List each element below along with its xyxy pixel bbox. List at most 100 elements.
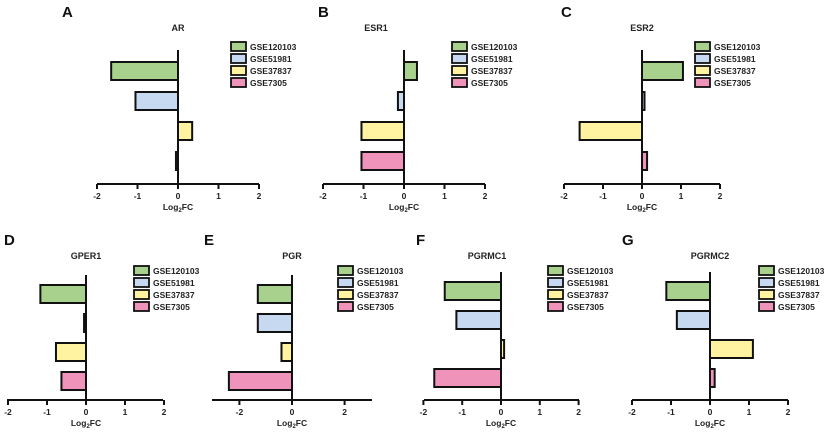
- panel-letter: D: [4, 232, 15, 249]
- bar-gse7305: [60, 371, 87, 391]
- legend: GSE120103 GSE51981 GSE37837 GSE7305: [337, 265, 404, 312]
- x-axis-label-main: Log: [163, 202, 179, 212]
- x-tick-label: 0: [290, 407, 295, 417]
- legend: GSE120103 GSE51981 GSE37837 GSE7305: [230, 41, 297, 88]
- legend-label: GSE37837: [471, 66, 513, 76]
- x-tick-label: -1: [667, 407, 675, 417]
- x-tick-label: -1: [134, 191, 142, 201]
- legend-label: GSE120103: [778, 266, 825, 276]
- legend-swatch-gse37837: [451, 65, 468, 76]
- bar-gse51981: [675, 310, 711, 330]
- x-tick-label: 0: [84, 407, 89, 417]
- chart-title: ESR1: [364, 23, 388, 33]
- bar-gse120103: [403, 61, 418, 81]
- panel-letter: A: [62, 4, 73, 21]
- panel-letter: F: [416, 232, 425, 249]
- legend-label: GSE37837: [567, 290, 609, 300]
- x-tick-label: 2: [257, 191, 262, 201]
- x-axis-label-sub: 2: [710, 424, 714, 430]
- x-tick-label: -2: [236, 407, 244, 417]
- legend-label: GSE37837: [153, 290, 195, 300]
- bar-gse37837: [578, 121, 643, 141]
- x-tick-label: -2: [628, 407, 636, 417]
- legend-swatch-gse51981: [547, 277, 564, 288]
- x-tick-label: 1: [537, 407, 542, 417]
- legend-swatch-gse51981: [694, 53, 711, 64]
- x-tick-label: 2: [342, 407, 347, 417]
- chart-title: ESR2: [630, 23, 654, 33]
- x-tick-label: 2: [718, 191, 723, 201]
- x-axis-label-main: Log: [71, 418, 87, 428]
- legend-label: GSE120103: [153, 266, 200, 276]
- legend-label: GSE120103: [471, 42, 518, 52]
- panel-letter: C: [561, 4, 572, 21]
- legend-swatch-gse51981: [337, 277, 354, 288]
- legend-label: GSE37837: [357, 290, 399, 300]
- x-tick-label: -1: [599, 191, 607, 201]
- x-tick-label: 2: [576, 407, 581, 417]
- legend-label: GSE51981: [471, 54, 513, 64]
- chart-title: GPER1: [71, 251, 102, 261]
- legend-swatch-gse120103: [547, 265, 564, 276]
- legend-swatch-gse7305: [694, 77, 711, 88]
- bar-gse120103: [110, 61, 179, 81]
- panel-letter: E: [204, 232, 214, 249]
- x-axis-label-sub: 2: [86, 424, 90, 430]
- x-tick-label: 1: [216, 191, 221, 201]
- x-axis-label-main: Log: [695, 418, 711, 428]
- x-axis-label-rest: FC: [714, 418, 725, 428]
- x-tick-label: 1: [679, 191, 684, 201]
- x-axis-label: Log2FC: [277, 418, 307, 430]
- x-axis-label: Log2FC: [71, 418, 101, 430]
- legend: GSE120103 GSE51981 GSE37837 GSE7305: [694, 41, 761, 88]
- x-axis-label-sub: 2: [642, 208, 646, 214]
- x-tick-label: -1: [43, 407, 51, 417]
- x-tick-label: 1: [123, 407, 128, 417]
- x-tick-label: 0: [708, 407, 713, 417]
- legend: GSE120103 GSE51981 GSE37837 GSE7305: [758, 265, 825, 312]
- legend-label: GSE37837: [714, 66, 756, 76]
- bar-gse120103: [39, 284, 87, 304]
- x-axis-label-rest: FC: [646, 202, 657, 212]
- chart-title: AR: [172, 23, 185, 33]
- x-tick-label: 1: [747, 407, 752, 417]
- legend-swatch-gse37837: [758, 289, 775, 300]
- bar-gse7305: [360, 151, 406, 171]
- bar-gse51981: [256, 313, 293, 333]
- bar-gse51981: [455, 310, 503, 330]
- legend-swatch-gse120103: [230, 41, 247, 52]
- x-axis-label: Log2FC: [695, 418, 725, 430]
- chart-title: PGRMC1: [468, 251, 507, 261]
- chart-title: PGR: [282, 251, 302, 261]
- x-tick-label: 1: [442, 191, 447, 201]
- legend-label: GSE7305: [357, 302, 394, 312]
- legend-swatch-gse37837: [547, 289, 564, 300]
- bar-gse37837: [360, 121, 406, 141]
- x-axis-label-main: Log: [277, 418, 293, 428]
- legend-swatch-gse37837: [133, 289, 150, 300]
- bar-gse37837: [709, 339, 754, 359]
- bar-gse120103: [665, 281, 712, 301]
- legend-label: GSE7305: [567, 302, 604, 312]
- legend-label: GSE51981: [250, 54, 292, 64]
- panel-a: AAR-2 -1 0 1 2Log2FCGSE120103GSE51981GSE3783…: [62, 4, 297, 214]
- x-axis-label-rest: FC: [505, 418, 516, 428]
- x-axis-label-rest: FC: [408, 202, 419, 212]
- x-axis-label: Log2FC: [389, 202, 419, 214]
- legend-swatch-gse120103: [451, 41, 468, 52]
- legend-label: GSE51981: [778, 278, 820, 288]
- bar-gse7305: [433, 368, 503, 388]
- legend-swatch-gse51981: [451, 53, 468, 64]
- legend-label: GSE51981: [714, 54, 756, 64]
- legend-label: GSE120103: [357, 266, 404, 276]
- legend-swatch-gse51981: [230, 53, 247, 64]
- legend-label: GSE120103: [250, 42, 297, 52]
- x-tick-label: -2: [560, 191, 568, 201]
- chart-title: PGRMC2: [691, 251, 730, 261]
- legend: GSE120103 GSE51981 GSE37837 GSE7305: [451, 41, 518, 88]
